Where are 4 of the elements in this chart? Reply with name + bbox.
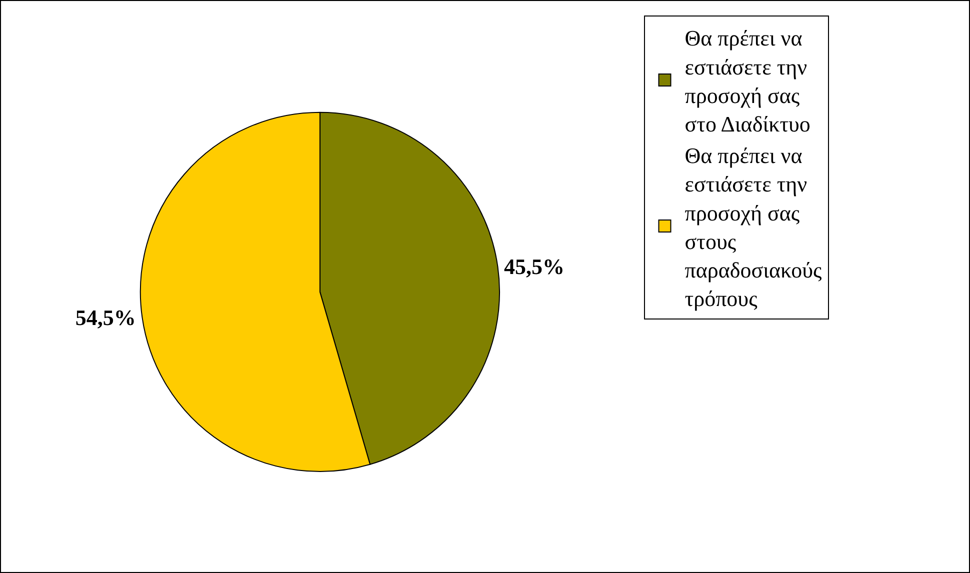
data-label: 45,5%	[504, 254, 564, 279]
data-label: 54,5%	[75, 304, 136, 330]
legend-label: Θα πρέπει να εστιάσετε την προσοχή σας στο Διαδίκτυο	[684, 26, 810, 136]
legend-label: Θα πρέπει να εστιάσετε την προσοχή σας στους παραδοσιακούς τρόπους	[684, 143, 822, 312]
